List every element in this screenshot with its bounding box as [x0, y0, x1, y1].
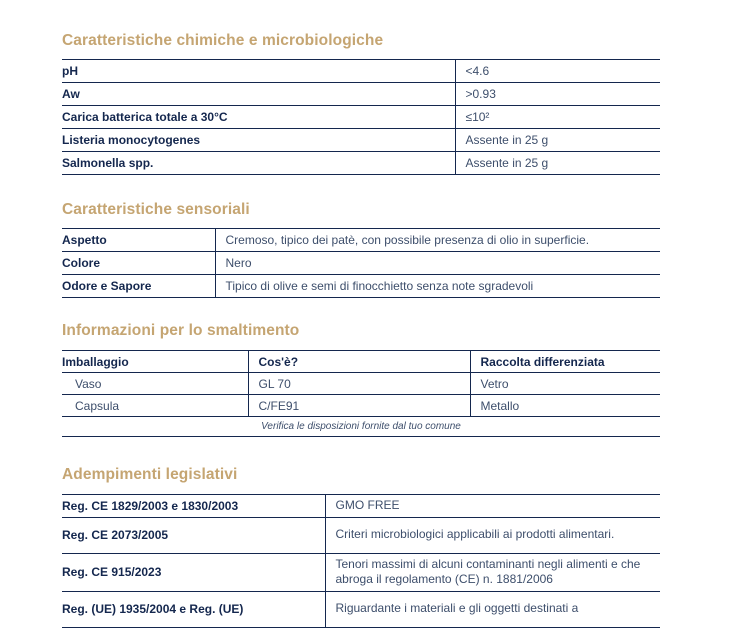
chemical-microbiological-table: pH <4.6 Aw >0.93 Carica batterica totale…	[62, 59, 660, 175]
regulation-description: Riguardante i materiali e gli oggetti de…	[324, 591, 660, 628]
regulation-description: Tenori massimi di alcuni contaminanti ne…	[324, 553, 660, 592]
table-row: Carica batterica totale a 30°C ≤10²	[62, 105, 660, 129]
regulation-label: Reg. CE 915/2023	[62, 553, 325, 592]
table-row: Capsula C/FE91 Metallo	[62, 394, 660, 417]
table-row: Reg. (UE) 1935/2004 e Reg. (UE) Riguarda…	[62, 591, 660, 628]
regulation-label: Reg. (UE) 1935/2004 e Reg. (UE)	[62, 591, 325, 628]
table-row: Salmonella spp. Assente in 25 g	[62, 151, 660, 175]
table-row: pH <4.6	[62, 59, 660, 83]
regulation-label: Reg. CE 2073/2005	[62, 517, 325, 554]
column-header-packaging: Imballaggio	[62, 350, 248, 373]
row-value: Nero	[214, 251, 660, 275]
table-header-row: Imballaggio Cos'è? Raccolta differenziat…	[62, 350, 660, 373]
cell-material-code: GL 70	[247, 372, 470, 395]
column-header-separate-collection: Raccolta differenziata	[469, 350, 660, 373]
cell-packaging: Capsula	[62, 394, 248, 417]
table-note-row: Verifica le disposizioni fornite dal tuo…	[62, 416, 660, 437]
row-value: >0.93	[454, 82, 660, 106]
row-value: Assente in 25 g	[454, 151, 660, 175]
row-value: ≤10²	[454, 105, 660, 129]
row-value: Assente in 25 g	[454, 128, 660, 152]
sensory-table: Aspetto Cremoso, tipico dei patè, con po…	[62, 228, 660, 298]
table-row: Reg. CE 2073/2005 Criteri microbiologici…	[62, 517, 660, 554]
cell-collection: Metallo	[469, 394, 660, 417]
spec-sheet-page: Caratteristiche chimiche e microbiologic…	[62, 0, 660, 628]
table-row: Reg. CE 915/2023 Tenori massimi di alcun…	[62, 553, 660, 592]
column-header-what-is-it: Cos'è?	[247, 350, 470, 373]
row-label: Carica batterica totale a 30°C	[62, 105, 455, 129]
cell-collection: Vetro	[469, 372, 660, 395]
section-title-sensory: Caratteristiche sensoriali	[62, 201, 250, 218]
row-label: Aw	[62, 82, 455, 106]
disposal-note: Verifica le disposizioni fornite dal tuo…	[62, 416, 660, 437]
row-label: Colore	[62, 251, 215, 275]
table-row: Colore Nero	[62, 251, 660, 275]
table-row: Reg. CE 1829/2003 e 1830/2003 GMO FREE	[62, 494, 660, 518]
legislative-table: Reg. CE 1829/2003 e 1830/2003 GMO FREE R…	[62, 494, 660, 628]
regulation-description: Criteri microbiologici applicabili ai pr…	[324, 517, 660, 554]
row-label: Odore e Sapore	[62, 274, 215, 298]
table-row: Aw >0.93	[62, 82, 660, 106]
row-value: Cremoso, tipico dei patè, con possibile …	[214, 228, 660, 252]
row-label: Aspetto	[62, 228, 215, 252]
cell-packaging: Vaso	[62, 372, 248, 395]
regulation-label: Reg. CE 1829/2003 e 1830/2003	[62, 494, 325, 518]
row-label: Listeria monocytogenes	[62, 128, 455, 152]
table-row: Listeria monocytogenes Assente in 25 g	[62, 128, 660, 152]
section-title-disposal: Informazioni per lo smaltimento	[62, 322, 300, 339]
table-row: Aspetto Cremoso, tipico dei patè, con po…	[62, 228, 660, 252]
section-title-legislative: Adempimenti legislativi	[62, 466, 238, 483]
row-label: Salmonella spp.	[62, 151, 455, 175]
row-value: Tipico di olive e semi di finocchietto s…	[214, 274, 660, 298]
table-row: Vaso GL 70 Vetro	[62, 372, 660, 395]
disposal-table: Imballaggio Cos'è? Raccolta differenziat…	[62, 350, 660, 437]
cell-material-code: C/FE91	[247, 394, 470, 417]
section-title-chemical-microbiological: Caratteristiche chimiche e microbiologic…	[62, 32, 384, 49]
regulation-description: GMO FREE	[324, 494, 660, 518]
table-row: Odore e Sapore Tipico di olive e semi di…	[62, 274, 660, 298]
row-label: pH	[62, 59, 455, 83]
row-value: <4.6	[454, 59, 660, 83]
